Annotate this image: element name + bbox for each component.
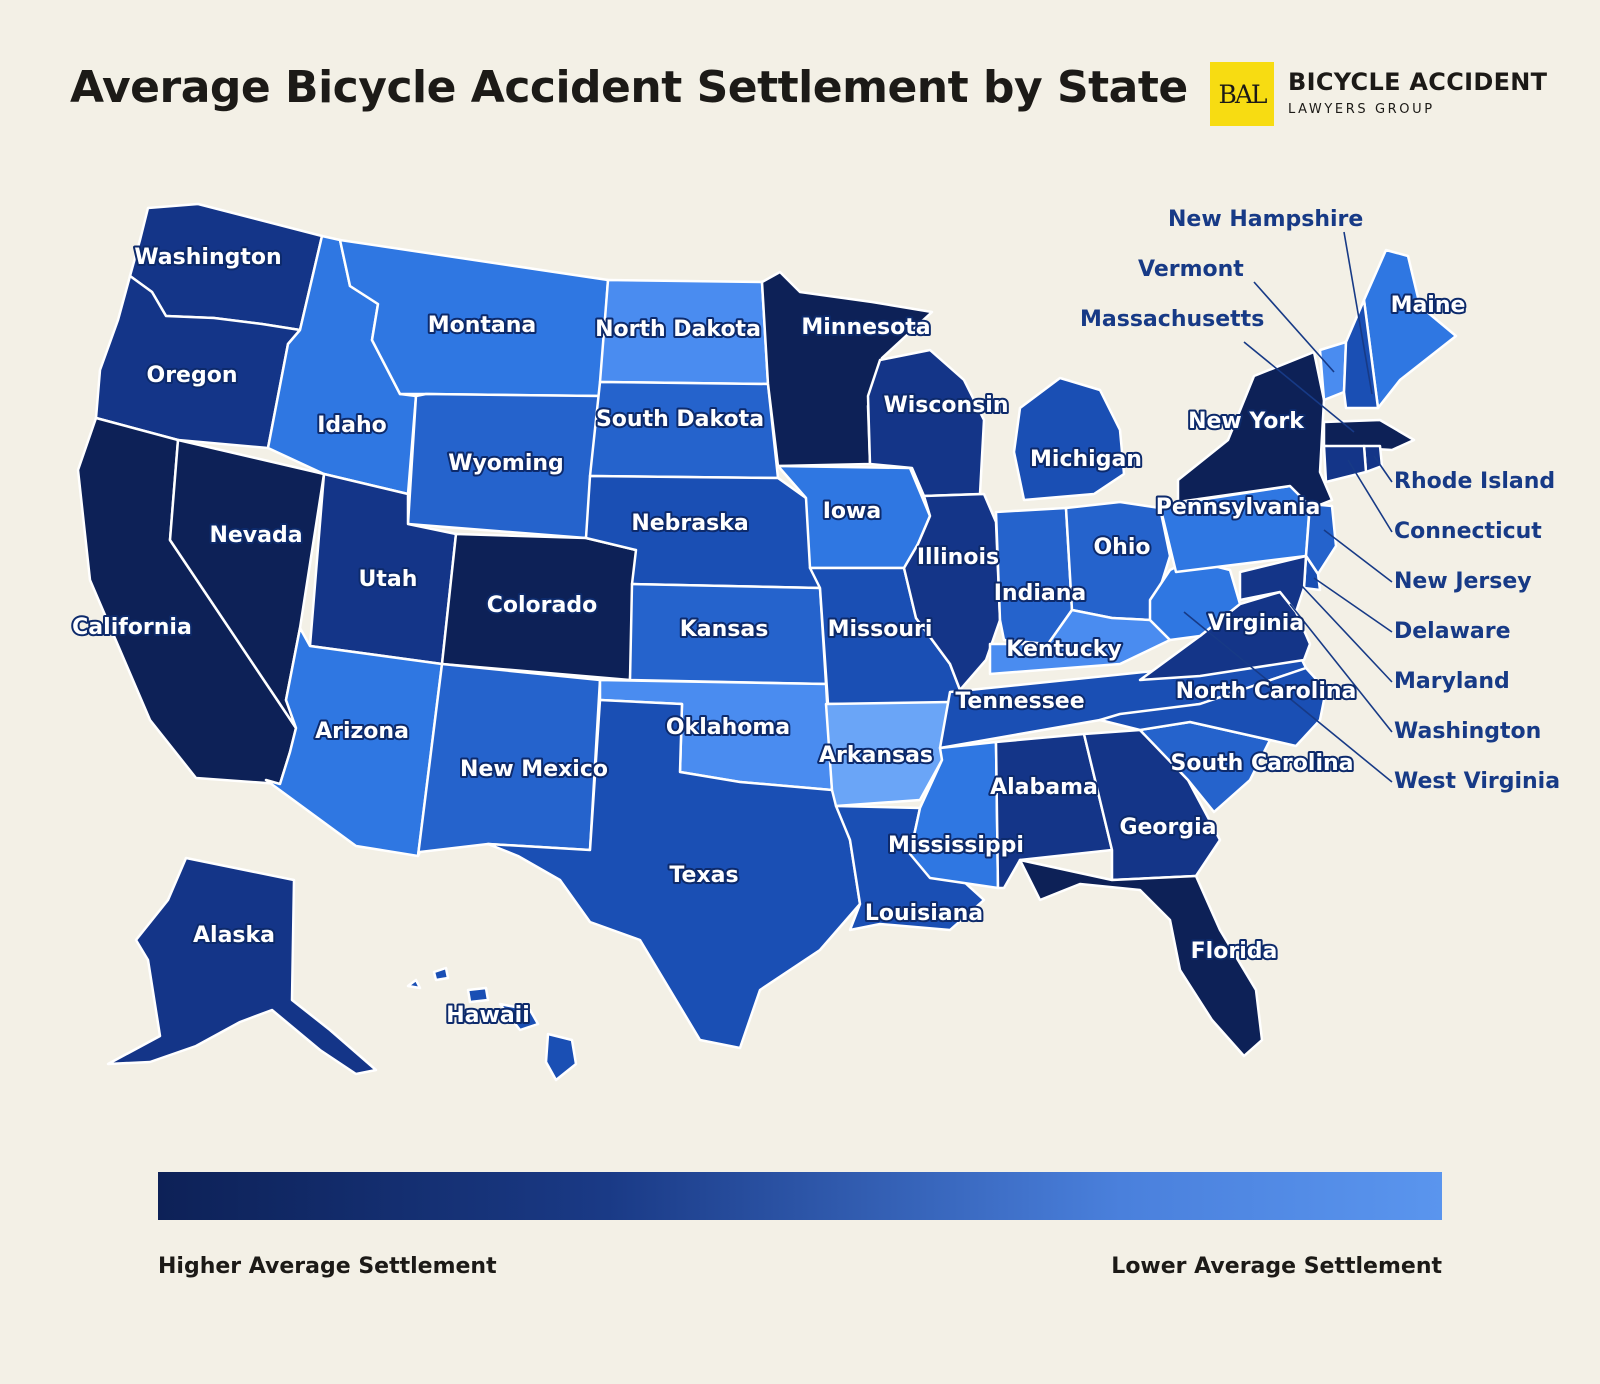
label-south-carolina: South Carolina bbox=[1170, 751, 1353, 776]
callout-massachusetts: Massachusetts bbox=[1080, 307, 1264, 332]
callout-rhode-island: Rhode Island bbox=[1394, 469, 1555, 494]
leader-west-virginia bbox=[1183, 611, 1393, 783]
state-illinois bbox=[902, 492, 1002, 692]
label-kentucky: Kentucky bbox=[1006, 637, 1121, 662]
callout-new-jersey: New Jersey bbox=[1394, 569, 1532, 594]
callout-leaders bbox=[1183, 231, 1393, 783]
state-texas bbox=[486, 698, 862, 1050]
label-north-dakota: North Dakota bbox=[595, 317, 761, 342]
callout-vermont: Vermont bbox=[1138, 257, 1244, 282]
state-shapes bbox=[76, 202, 1458, 1082]
leader-rhode-island bbox=[1373, 455, 1393, 483]
label-pennsylvania: Pennsylvania bbox=[1156, 495, 1321, 520]
label-minnesota: Minnesota bbox=[801, 315, 930, 340]
legend-high-label: Higher Average Settlement bbox=[158, 1254, 497, 1279]
label-maine: Maine bbox=[1391, 293, 1466, 318]
label-montana: Montana bbox=[428, 313, 537, 338]
state-connecticut bbox=[1322, 444, 1368, 484]
callout-connecticut: Connecticut bbox=[1394, 519, 1542, 544]
map-title: Average Bicycle Accident Settlement by S… bbox=[70, 62, 1188, 113]
label-idaho: Idaho bbox=[317, 413, 387, 438]
label-ohio: Ohio bbox=[1093, 535, 1150, 560]
label-missouri: Missouri bbox=[828, 617, 933, 642]
state-minnesota bbox=[760, 270, 934, 468]
label-hawaii: Hawaii bbox=[446, 1003, 530, 1028]
label-wisconsin: Wisconsin bbox=[883, 393, 1008, 418]
legend-low-label: Lower Average Settlement bbox=[1111, 1254, 1442, 1279]
label-oklahoma: Oklahoma bbox=[666, 715, 790, 740]
label-oregon: Oregon bbox=[147, 363, 238, 388]
label-iowa: Iowa bbox=[823, 499, 881, 524]
label-michigan: Michigan bbox=[1030, 447, 1142, 472]
callout-maryland: Maryland bbox=[1394, 669, 1510, 694]
leader-delaware bbox=[1313, 577, 1393, 633]
label-alaska: Alaska bbox=[193, 923, 275, 948]
callout-delaware: Delaware bbox=[1394, 619, 1511, 644]
logo-main-text: BICYCLE ACCIDENT bbox=[1288, 68, 1548, 96]
leader-washington-dc bbox=[1289, 603, 1393, 733]
label-nevada: Nevada bbox=[209, 523, 302, 548]
state-new-york bbox=[1176, 350, 1334, 510]
state-florida bbox=[1018, 858, 1264, 1058]
label-alabama: Alabama bbox=[990, 775, 1098, 800]
label-mississippi: Mississippi bbox=[888, 833, 1024, 858]
state-virginia bbox=[1138, 590, 1312, 682]
state-new-jersey bbox=[1304, 502, 1338, 576]
label-louisiana: Louisiana bbox=[865, 901, 983, 926]
state-north-carolina bbox=[1098, 666, 1328, 748]
leader-vermont bbox=[1253, 281, 1335, 373]
label-illinois: Illinois bbox=[917, 545, 999, 570]
leader-maryland bbox=[1299, 583, 1393, 683]
label-indiana: Indiana bbox=[994, 581, 1087, 606]
label-nebraska: Nebraska bbox=[631, 511, 748, 536]
callout-new-hampshire: New Hampshire bbox=[1168, 207, 1363, 232]
label-new-mexico: New Mexico bbox=[460, 757, 608, 782]
label-kansas: Kansas bbox=[680, 617, 769, 642]
label-texas: Texas bbox=[669, 863, 738, 888]
callout-washington-dc: Washington bbox=[1394, 719, 1541, 744]
label-utah: Utah bbox=[359, 567, 418, 592]
state-hawaii bbox=[406, 966, 578, 1082]
label-new-york: New York bbox=[1188, 409, 1305, 434]
state-labels: Washington Oregon California Nevada Idaho Mon… bbox=[70, 207, 1560, 1030]
callout-west-virginia: West Virginia bbox=[1394, 769, 1560, 794]
label-georgia: Georgia bbox=[1119, 815, 1216, 840]
logo-sub-text: LAWYERS GROUP bbox=[1288, 102, 1435, 117]
state-alaska bbox=[106, 856, 378, 1076]
logo-mark: BAL bbox=[1210, 62, 1274, 126]
state-indiana bbox=[994, 506, 1074, 646]
label-arkansas: Arkansas bbox=[819, 743, 933, 768]
label-california: California bbox=[72, 615, 192, 640]
leader-new-jersey bbox=[1323, 529, 1393, 583]
state-wisconsin bbox=[866, 348, 986, 498]
label-florida: Florida bbox=[1191, 939, 1278, 964]
label-tennessee: Tennessee bbox=[955, 689, 1084, 714]
label-washington: Washington bbox=[134, 245, 281, 270]
leader-new-hampshire bbox=[1343, 231, 1373, 395]
state-wyoming bbox=[406, 392, 602, 540]
label-wyoming: Wyoming bbox=[448, 451, 564, 476]
leader-massachusetts bbox=[1243, 341, 1355, 433]
label-arizona: Arizona bbox=[315, 719, 409, 744]
label-south-dakota: South Dakota bbox=[596, 407, 764, 432]
state-massachusetts bbox=[1322, 418, 1416, 452]
leader-connecticut bbox=[1347, 459, 1393, 533]
label-colorado: Colorado bbox=[487, 593, 597, 618]
state-michigan bbox=[1012, 376, 1126, 502]
legend-gradient-bar bbox=[158, 1172, 1442, 1220]
state-maine bbox=[1362, 248, 1458, 410]
label-virginia: Virginia bbox=[1208, 611, 1304, 636]
label-north-carolina: North Carolina bbox=[1176, 679, 1357, 704]
